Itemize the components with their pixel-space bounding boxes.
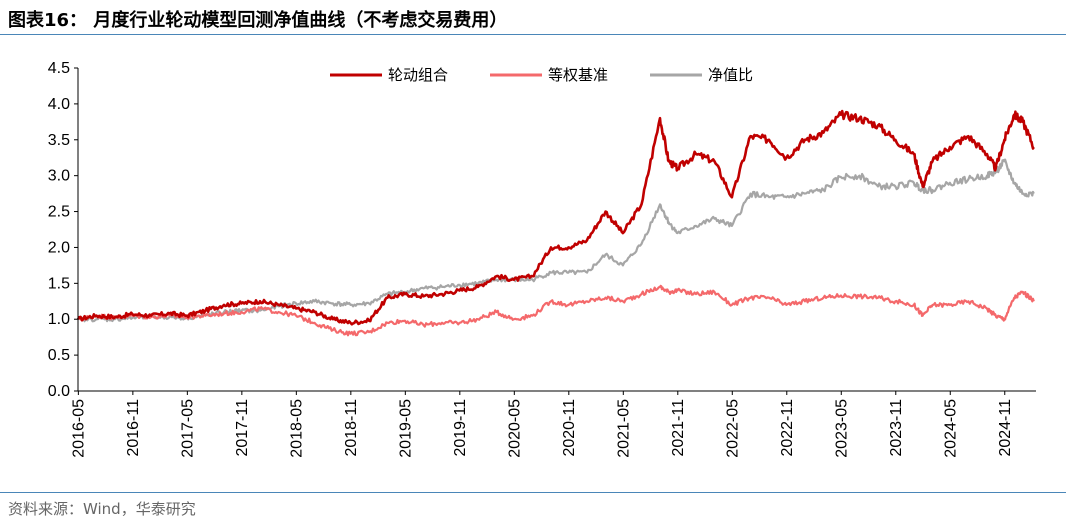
footer-divider: [0, 492, 1066, 493]
y-tick-label: 2.0: [48, 239, 70, 256]
series-line-benchmark: [77, 284, 1035, 337]
y-tick-label: 1.5: [48, 275, 70, 292]
x-tick-label: 2016-11: [125, 399, 142, 457]
x-tick-label: 2018-11: [343, 399, 360, 457]
y-tick-label: 1.0: [48, 311, 70, 328]
x-tick-label: 2021-05: [615, 399, 632, 458]
x-tick-label: 2024-05: [942, 399, 959, 458]
y-tick-label: 4.0: [48, 96, 70, 113]
y-tick-label: 0.0: [48, 383, 70, 400]
x-tick-label: 2020-11: [561, 399, 578, 457]
x-tick-label: 2021-11: [670, 399, 687, 457]
page-title: 图表16： 月度行业轮动模型回测净值曲线（不考虑交易费用）: [8, 10, 508, 31]
series-line-rotation: [76, 109, 1035, 326]
title-divider: [0, 34, 1066, 35]
x-tick-label: 2024-11: [997, 399, 1014, 457]
x-tick-label: 2017-05: [179, 399, 196, 458]
x-tick-label: 2023-05: [833, 399, 850, 458]
legend-label: 等权基准: [548, 66, 608, 84]
y-tick-label: 3.0: [48, 168, 70, 185]
x-tick-label: 2019-05: [397, 399, 414, 458]
y-tick-label: 3.5: [48, 132, 70, 149]
x-tick-label: 2018-05: [288, 399, 305, 458]
y-tick-label: 4.5: [48, 60, 70, 77]
legend-label: 净值比: [708, 66, 753, 84]
legend: 轮动组合 等权基准 净值比: [330, 66, 753, 84]
axis-layer: 0.0 0.5 1.0 1.5 2.0 2.5 3.0 3.5 4.0 4.5 2016-05 201…: [48, 60, 1036, 458]
x-tick-label: 2022-05: [724, 399, 741, 458]
series-layer: [76, 109, 1035, 337]
x-tick-label: 2017-11: [234, 399, 251, 457]
x-tick-label: 2022-11: [779, 399, 796, 457]
legend-label: 轮动组合: [388, 66, 448, 84]
x-tick-label: 2023-11: [888, 399, 905, 457]
x-tick-label: 2019-11: [452, 399, 469, 457]
source-note: 资料来源：Wind，华泰研究: [8, 500, 196, 518]
y-tick-label: 2.5: [48, 204, 70, 221]
series-line-ratio: [77, 158, 1035, 323]
y-tick-label: 0.5: [48, 347, 70, 364]
x-tick-label: 2020-05: [506, 399, 523, 458]
x-tick-label: 2016-05: [70, 399, 87, 458]
